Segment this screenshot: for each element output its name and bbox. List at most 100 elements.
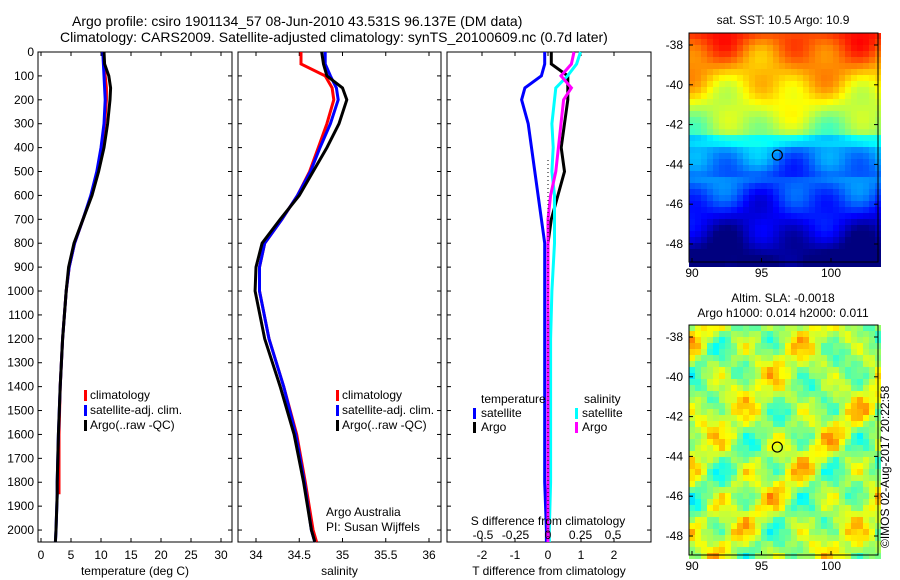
map-cell [761,379,767,385]
map-cell [851,391,857,397]
map-cell [851,511,857,517]
map-cell [851,93,857,99]
map-cell [851,367,857,373]
map-cell [725,261,731,267]
map-cell [707,45,713,51]
map-cell [791,553,797,559]
map-cell [695,385,701,391]
map-cell [707,177,713,183]
map-cell [803,373,809,379]
map-cell [785,547,791,553]
map-cell [839,421,845,427]
map-cell [869,481,875,487]
map-cell [695,189,701,195]
map-cell [725,81,731,87]
map-cell [707,255,713,261]
map-cell [701,87,707,93]
map-cell [845,225,851,231]
map-cell [803,385,809,391]
map-cell [833,415,839,421]
map-cell [851,397,857,403]
map-cell [857,511,863,517]
map-cell [827,391,833,397]
map-cell [749,349,755,355]
map-cell [839,325,845,331]
map-cell [785,415,791,421]
map-cell [845,445,851,451]
map-cell [803,219,809,225]
map-cell [857,255,863,261]
map-cell [773,535,779,541]
map-cell [851,135,857,141]
map-cell [839,511,845,517]
map-cell [689,111,695,117]
map-cell [719,117,725,123]
map-cell [869,355,875,361]
map-cell [725,207,731,213]
map-cell [749,261,755,267]
map-cell [731,177,737,183]
map-cell [755,123,761,129]
map-cell [803,349,809,355]
map-cell [767,409,773,415]
map-cell [767,111,773,117]
map-cell [791,463,797,469]
map-cell [725,361,731,367]
map-cell [707,373,713,379]
map-cell [803,415,809,421]
map-cell [755,141,761,147]
map-cell [857,231,863,237]
map-cell [743,189,749,195]
map-cell [809,403,815,409]
map-cell [737,51,743,57]
map-cell [815,261,821,267]
map-cell [743,135,749,141]
map-cell [779,189,785,195]
map-cell [839,373,845,379]
map-cell [857,165,863,171]
map-cell [785,219,791,225]
map-cell [809,433,815,439]
map-cell [851,439,857,445]
map-cell [791,535,797,541]
map-cell [863,535,869,541]
map-cell [863,219,869,225]
map-cell [857,493,863,499]
series-line-s-satellite [547,51,582,542]
map-cell [785,237,791,243]
map-cell [773,355,779,361]
map-cell [731,475,737,481]
map-cell [713,87,719,93]
map-cell [761,547,767,553]
map-cell [737,493,743,499]
map-cell [779,487,785,493]
map-cell [815,505,821,511]
map-cell [761,523,767,529]
map-cell [803,159,809,165]
map-cell [773,195,779,201]
map-cell [755,165,761,171]
map-cell [689,51,695,57]
map-cell [713,343,719,349]
map-cell [785,361,791,367]
map-cell [713,427,719,433]
map-cell [707,69,713,75]
map-cell [773,457,779,463]
map-cell [719,177,725,183]
map-cell [719,331,725,337]
map-cell [863,385,869,391]
map-cell [719,355,725,361]
map-cell [785,529,791,535]
map-cell [797,135,803,141]
map-cell [743,231,749,237]
map-cell [851,481,857,487]
map-cell [863,81,869,87]
map-cell [725,517,731,523]
map-cell [797,451,803,457]
map-cell [779,225,785,231]
map-cell [851,237,857,243]
map-cell [797,87,803,93]
map-cell [773,207,779,213]
legend-swatch [84,420,87,431]
map-cell [833,105,839,111]
